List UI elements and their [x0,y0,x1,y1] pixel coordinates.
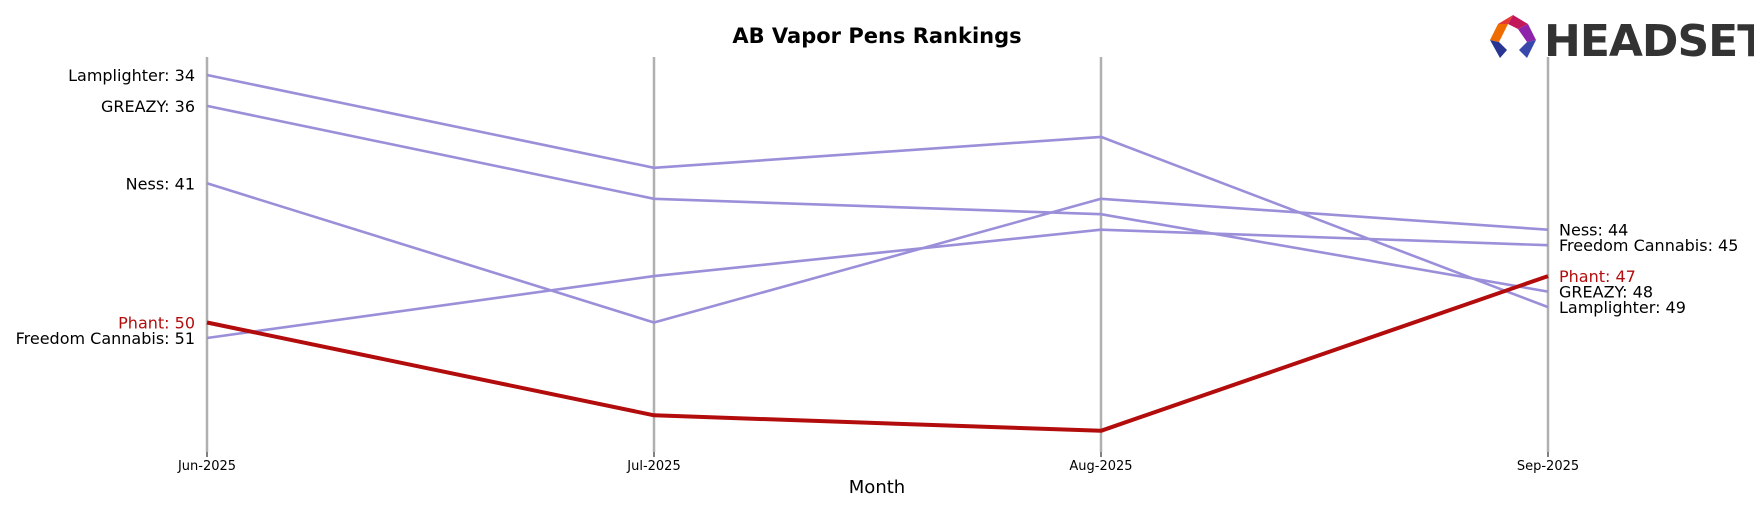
end-label-freedom-cannabis: Freedom Cannabis: 45 [1559,236,1738,255]
headset-logo-text: HEADSET [1544,16,1754,67]
end-label-lamplighter: Lamplighter: 49 [1559,298,1686,317]
start-label-lamplighter: Lamplighter: 34 [68,66,195,85]
month-gridlines [205,57,1550,452]
x-tick-label: Jul-2025 [626,459,680,474]
chart-title: AB Vapor Pens Rankings [732,24,1021,48]
series-line-phant [206,274,1549,433]
series-line-freedom-cannabis [206,228,1549,340]
series-line-ness [206,182,1549,324]
series-line-greazy [206,104,1549,293]
x-tick-labels: Jun-2025 Jul-2025 Aug-2025 Sep-2025 [177,452,1579,474]
start-label-greazy: GREAZY: 36 [101,97,195,116]
headset-logo: HEADSET [1490,15,1754,67]
series-line-lamplighter [206,73,1549,309]
start-label-phant: Phant: 50 [118,314,195,333]
series-end-labels: Lamplighter: 34 Lamplighter: 49 GREAZY: 36… [16,66,1739,348]
x-tick-label: Aug-2025 [1069,459,1132,474]
headset-logo-icon [1490,15,1536,58]
start-label-ness: Ness: 41 [126,174,195,193]
x-tick-label: Jun-2025 [177,459,236,474]
end-label-phant: Phant: 47 [1559,267,1636,286]
x-tick-label: Sep-2025 [1517,459,1579,474]
x-axis-label: Month [849,477,905,498]
end-label-ness: Ness: 44 [1559,221,1628,240]
series-lines [206,73,1549,433]
end-label-greazy: GREAZY: 48 [1559,283,1653,302]
start-label-freedom-cannabis: Freedom Cannabis: 51 [16,329,195,348]
